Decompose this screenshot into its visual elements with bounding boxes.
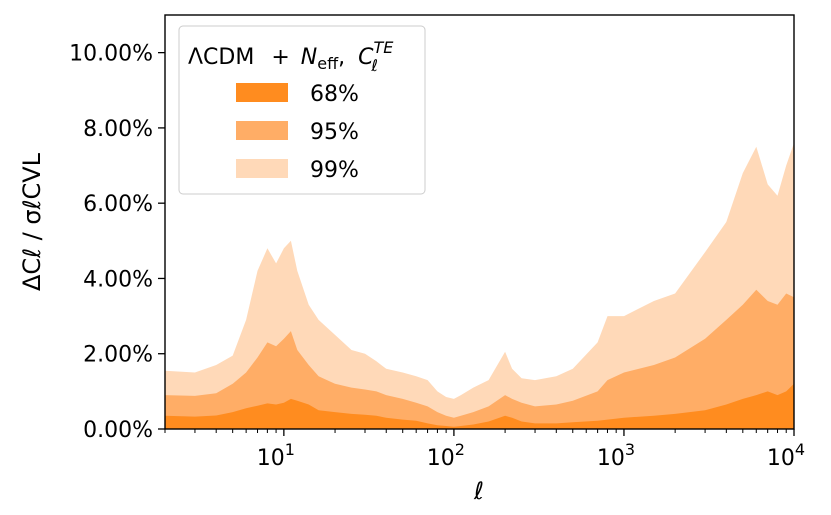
legend-title-plus: + bbox=[271, 45, 289, 70]
tick-layer: 0.00% 2.00% 4.00% 6.00% 8.00% 10.00% 101 102 103… bbox=[69, 42, 805, 471]
legend-entries: 68% 95% 99% bbox=[236, 82, 359, 183]
y-axis-label: ΔCℓ / σℓCVL bbox=[18, 152, 46, 291]
x-tick-label: 104 bbox=[767, 440, 805, 471]
legend-label-95: 95% bbox=[310, 120, 359, 145]
legend-swatch-99 bbox=[236, 159, 288, 178]
legend-box bbox=[178, 25, 426, 195]
area-68-band bbox=[165, 383, 794, 429]
legend-label-68: 68% bbox=[310, 82, 359, 107]
x-axis-label: ℓ bbox=[473, 477, 484, 505]
legend-title: ΛCDM + Neff, CTE ℓ bbox=[188, 38, 394, 75]
legend-swatch-68 bbox=[236, 83, 288, 102]
y-tick-label: 8.00% bbox=[83, 117, 153, 142]
legend-title-n-sub: eff bbox=[317, 54, 339, 73]
y-tick-label: 6.00% bbox=[83, 192, 153, 217]
legend-title-lcdm: ΛCDM bbox=[188, 45, 254, 70]
y-tick-label: 2.00% bbox=[83, 343, 153, 368]
y-tick-label: 0.00% bbox=[83, 418, 153, 443]
area-99-band bbox=[165, 143, 794, 429]
legend: ΛCDM + Neff, CTE ℓ 68% 95% 99% bbox=[178, 25, 426, 195]
x-tick-label: 101 bbox=[257, 440, 295, 471]
y-tick-label: 10.00% bbox=[69, 42, 153, 67]
area-95-band bbox=[165, 289, 794, 429]
legend-title-n: N bbox=[301, 45, 317, 70]
legend-title-comma: , bbox=[338, 45, 345, 70]
plot-frame bbox=[164, 14, 795, 430]
legend-title-c-sub: ℓ bbox=[370, 56, 378, 75]
x-tick-label: 103 bbox=[597, 440, 635, 471]
legend-title-c: C bbox=[358, 45, 374, 70]
legend-label-99: 99% bbox=[310, 158, 359, 183]
area-layer bbox=[165, 143, 794, 429]
legend-title-c-sup: TE bbox=[374, 38, 395, 57]
x-tick-label: 102 bbox=[427, 440, 465, 471]
legend-swatch-95 bbox=[236, 121, 288, 140]
y-tick-label: 4.00% bbox=[83, 267, 153, 292]
